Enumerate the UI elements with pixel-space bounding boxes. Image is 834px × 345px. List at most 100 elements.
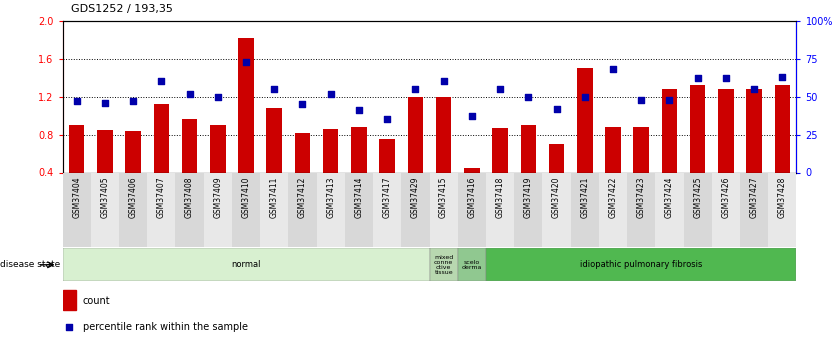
Bar: [317, 172, 344, 247]
Bar: [125, 131, 141, 210]
Text: GSM37418: GSM37418: [495, 176, 505, 218]
Point: [521, 94, 535, 99]
Point: [239, 59, 253, 65]
Bar: [570, 172, 599, 247]
Bar: [408, 97, 423, 210]
Text: GSM37428: GSM37428: [778, 176, 786, 218]
Bar: [430, 248, 458, 281]
Bar: [436, 97, 451, 210]
Bar: [775, 85, 790, 210]
Bar: [401, 172, 430, 247]
Bar: [119, 172, 148, 247]
Bar: [656, 172, 684, 247]
Text: GSM37404: GSM37404: [73, 176, 81, 218]
Point: [324, 91, 338, 96]
Point: [380, 117, 394, 122]
Text: GSM37417: GSM37417: [383, 176, 392, 218]
Point: [550, 106, 563, 111]
Point: [635, 97, 648, 102]
Bar: [373, 172, 401, 247]
Bar: [627, 172, 656, 247]
Text: GSM37424: GSM37424: [665, 176, 674, 218]
Bar: [148, 172, 175, 247]
Point: [719, 76, 732, 81]
Text: GSM37408: GSM37408: [185, 176, 194, 218]
Bar: [344, 172, 373, 247]
Bar: [63, 172, 91, 247]
Text: GDS1252 / 193,35: GDS1252 / 193,35: [71, 4, 173, 14]
Bar: [486, 172, 515, 247]
Bar: [153, 104, 169, 210]
Bar: [464, 168, 480, 210]
Point: [747, 86, 761, 92]
Bar: [294, 133, 310, 210]
Bar: [718, 89, 734, 210]
Bar: [210, 125, 225, 210]
Text: GSM37419: GSM37419: [524, 176, 533, 218]
Text: GSM37420: GSM37420: [552, 176, 561, 218]
Bar: [486, 248, 796, 281]
Text: GSM37415: GSM37415: [440, 176, 448, 218]
Bar: [175, 172, 203, 247]
Bar: [740, 172, 768, 247]
Point: [154, 79, 168, 84]
Text: count: count: [83, 296, 110, 306]
Point: [268, 86, 281, 92]
Text: GSM37416: GSM37416: [467, 176, 476, 218]
Bar: [520, 125, 536, 210]
Bar: [323, 129, 339, 210]
Bar: [379, 139, 395, 210]
Text: percentile rank within the sample: percentile rank within the sample: [83, 322, 248, 332]
Text: disease state: disease state: [0, 260, 60, 269]
Text: GSM37422: GSM37422: [609, 176, 617, 218]
Point: [465, 114, 479, 119]
Text: GSM37412: GSM37412: [298, 176, 307, 218]
Bar: [458, 248, 486, 281]
Bar: [232, 172, 260, 247]
Point: [691, 76, 705, 81]
Point: [409, 86, 422, 92]
Point: [183, 91, 196, 96]
Text: GSM37414: GSM37414: [354, 176, 364, 218]
Bar: [690, 85, 706, 210]
Text: GSM37411: GSM37411: [269, 176, 279, 218]
Bar: [711, 172, 740, 247]
Point: [70, 98, 83, 104]
Bar: [634, 127, 649, 210]
Bar: [768, 172, 796, 247]
Bar: [260, 172, 289, 247]
Text: GSM37407: GSM37407: [157, 176, 166, 218]
Point: [63, 324, 76, 329]
Bar: [684, 172, 711, 247]
Text: GSM37406: GSM37406: [128, 176, 138, 218]
Bar: [599, 172, 627, 247]
Bar: [97, 130, 113, 210]
Text: GSM37421: GSM37421: [580, 176, 590, 218]
Bar: [661, 89, 677, 210]
Bar: [63, 248, 430, 281]
Bar: [91, 172, 119, 247]
Text: normal: normal: [231, 260, 261, 269]
Text: GSM37413: GSM37413: [326, 176, 335, 218]
Bar: [458, 172, 486, 247]
Bar: [605, 127, 620, 210]
Point: [663, 97, 676, 102]
Bar: [239, 38, 254, 210]
Point: [98, 100, 112, 106]
Text: GSM37410: GSM37410: [242, 176, 250, 218]
Text: GSM37429: GSM37429: [411, 176, 420, 218]
Text: GSM37423: GSM37423: [636, 176, 646, 218]
Point: [606, 67, 620, 72]
Point: [776, 74, 789, 80]
Bar: [549, 144, 565, 210]
Bar: [515, 172, 542, 247]
Bar: [492, 128, 508, 210]
Bar: [542, 172, 570, 247]
Bar: [289, 172, 317, 247]
Point: [296, 101, 309, 107]
Bar: [351, 127, 367, 210]
Bar: [203, 172, 232, 247]
Text: GSM37427: GSM37427: [750, 176, 759, 218]
Bar: [69, 125, 84, 210]
Bar: [577, 68, 592, 210]
